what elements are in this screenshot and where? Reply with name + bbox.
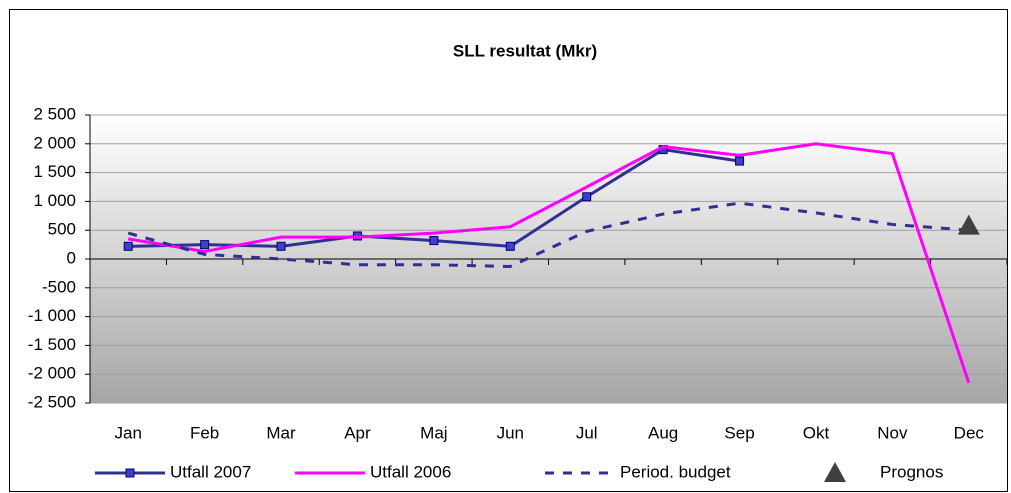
data-point <box>505 241 515 251</box>
chart-title: SLL resultat (Mkr) <box>453 41 597 60</box>
y-tick-label: 2 500 <box>33 104 76 123</box>
series-line <box>127 142 971 384</box>
legend-marker <box>125 468 135 478</box>
legend-label: Utfall 2007 <box>170 462 251 481</box>
data-point <box>582 192 592 202</box>
data-point <box>123 241 133 251</box>
x-tick-label: Jun <box>497 423 524 442</box>
x-tick-label: Sep <box>724 423 754 442</box>
y-tick-label: -2 500 <box>28 392 76 411</box>
y-tick-label: -2 000 <box>28 364 76 383</box>
legend-marker <box>824 462 846 482</box>
x-tick-label: Dec <box>954 423 985 442</box>
y-tick-label: -1 500 <box>28 335 76 354</box>
y-tick-label: 500 <box>48 220 76 239</box>
y-tick-label: 0 <box>67 248 76 267</box>
y-tick-label: -500 <box>42 277 76 296</box>
data-point <box>429 236 439 246</box>
x-tick-label: Jul <box>576 423 598 442</box>
legend-label: Period. budget <box>620 462 731 481</box>
x-tick-label: Aug <box>648 423 678 442</box>
x-tick-label: Feb <box>190 423 219 442</box>
y-tick-label: -1 000 <box>28 306 76 325</box>
x-tick-label: Jan <box>114 423 141 442</box>
x-tick-label: Maj <box>420 423 447 442</box>
y-tick-label: 1 000 <box>33 191 76 210</box>
legend-label: Prognos <box>880 462 943 481</box>
x-tick-label: Mar <box>266 423 296 442</box>
x-tick-label: Nov <box>877 423 908 442</box>
legend-label: Utfall 2006 <box>370 462 451 481</box>
x-tick-label: Apr <box>344 423 371 442</box>
data-point <box>200 240 210 250</box>
x-tick-label: Okt <box>803 423 830 442</box>
data-point <box>735 156 745 166</box>
y-tick-label: 1 500 <box>33 162 76 181</box>
y-tick-label: 2 000 <box>33 133 76 152</box>
data-point <box>276 241 286 251</box>
data-point <box>957 214 980 235</box>
